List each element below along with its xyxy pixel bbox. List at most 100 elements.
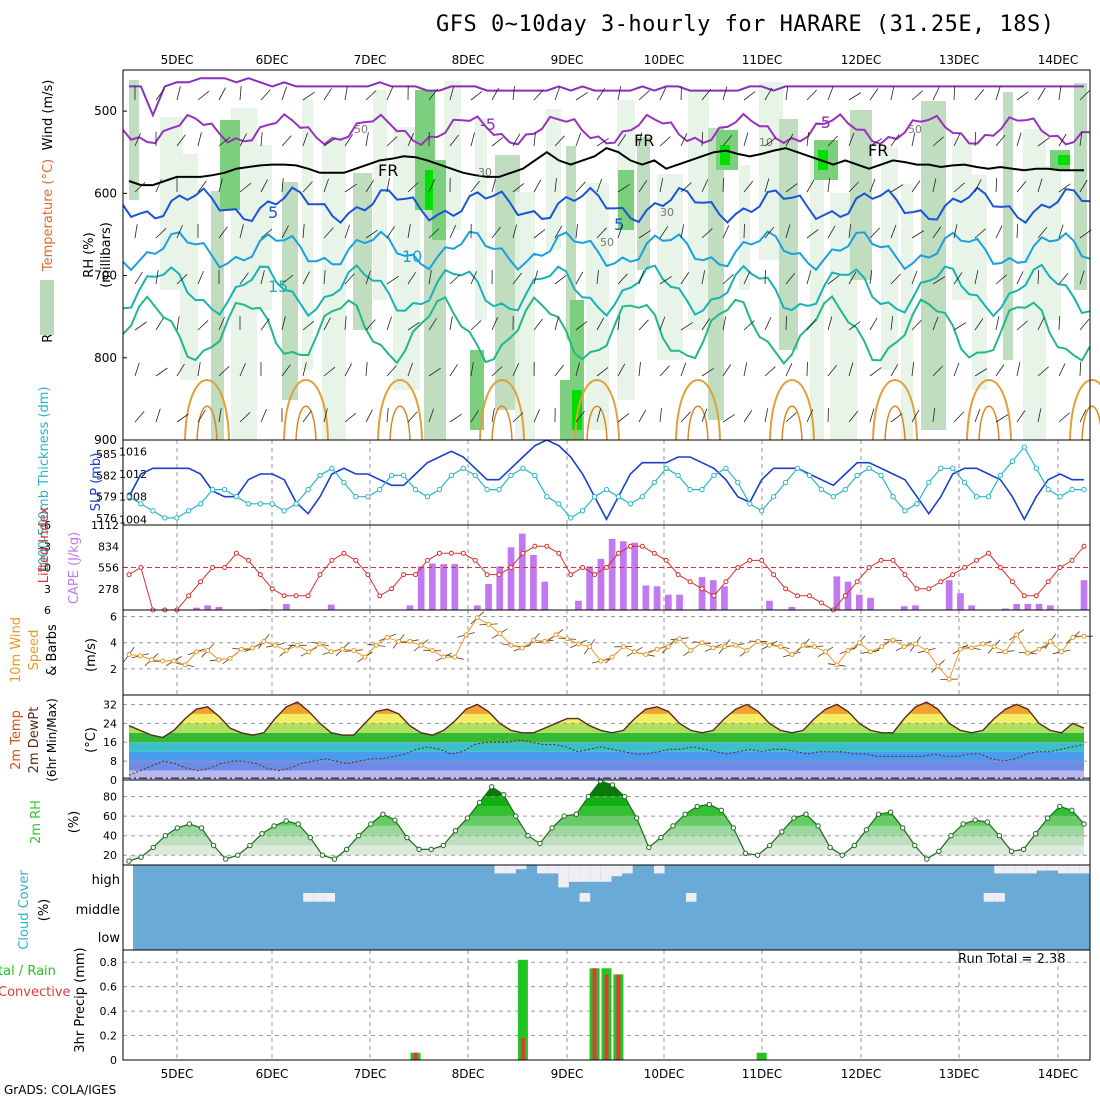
- wind-barb: [764, 178, 770, 193]
- wind-barb: [239, 362, 246, 377]
- thickness-point: [938, 465, 944, 471]
- cape-bar: [327, 604, 335, 610]
- temp-axis-label-2: 2m DewPt: [27, 707, 42, 774]
- thickness-point: [269, 501, 275, 507]
- wind-barb: [386, 275, 399, 285]
- wind-barb: [848, 132, 855, 147]
- lifted-index-point: [723, 579, 729, 585]
- rh-saturated-core: [425, 170, 433, 210]
- lifted-index-point: [568, 572, 574, 578]
- rh2m-point: [996, 833, 1003, 839]
- thickness-point: [186, 508, 192, 514]
- wind-barb: [869, 227, 880, 239]
- wind-barb: [386, 226, 395, 239]
- wind-barb: [722, 274, 734, 285]
- wind-barb: [785, 86, 789, 101]
- isotherm-loop: [769, 379, 815, 441]
- wind-barb: [365, 90, 377, 101]
- wind-speed-point: [924, 648, 930, 653]
- top-day-label: 7DEC: [354, 53, 387, 67]
- wind-barb: [491, 178, 496, 193]
- wind-barb: [344, 86, 348, 101]
- wind-speed-point: [811, 644, 817, 650]
- thickness-point: [627, 501, 634, 507]
- wind-barb: [470, 320, 482, 331]
- temperature-axis-label: Temperature (°C): [41, 159, 56, 272]
- wind-barb: [386, 408, 389, 423]
- lifted-index-point: [293, 593, 299, 599]
- wind-barb: [302, 410, 312, 423]
- wind-speed-point: [913, 641, 918, 647]
- wind-barb: [575, 181, 586, 193]
- wind-barb: [680, 322, 693, 331]
- wind-speed-point: [497, 631, 503, 636]
- wind-speed-point: [755, 638, 761, 644]
- contour-label: 30: [478, 166, 492, 179]
- thickness-point: [579, 508, 586, 514]
- rh2m-point: [1081, 821, 1087, 827]
- wind-barb: [239, 86, 242, 101]
- rh-band: [129, 816, 1084, 826]
- precip-total-bar: [517, 959, 528, 1060]
- wind-tick-label: 6: [110, 611, 117, 624]
- bottom-day-label: 11DEC: [742, 1067, 782, 1081]
- wind-barb: [638, 409, 647, 423]
- wind-barb: [785, 133, 794, 147]
- wind-barb: [701, 270, 706, 285]
- rh2m-tick-label: 80: [103, 791, 117, 804]
- rh2m-point: [658, 834, 664, 841]
- rh2m-point: [150, 844, 156, 851]
- cape-bar: [440, 564, 447, 610]
- wind-barb: [281, 135, 292, 147]
- wind-barb: [155, 88, 165, 101]
- cape-bar: [485, 584, 492, 610]
- wind-barb: [869, 317, 878, 331]
- rh-band: [211, 191, 224, 440]
- wind-barb: [176, 363, 185, 377]
- wind-barb: [806, 229, 819, 239]
- wind-barb: [239, 182, 252, 193]
- wind-barb: [407, 272, 416, 285]
- rh-saturated-core: [720, 145, 730, 165]
- wind-barb: [344, 316, 347, 331]
- rh-key-swatch: [40, 280, 54, 335]
- isotherm-loop: [574, 379, 620, 441]
- wind-barb: [407, 224, 411, 239]
- wind-barb: [260, 408, 267, 423]
- wind-speed-point: [283, 648, 289, 653]
- rh2m-tick-label: 20: [103, 849, 117, 862]
- wind-barb: [953, 272, 963, 285]
- wind-barb: [680, 272, 690, 285]
- rh2m-point: [634, 815, 640, 821]
- lifted-index-point: [1033, 593, 1039, 599]
- bottom-day-label: 5DEC: [161, 1067, 194, 1081]
- wind-barb: [659, 178, 664, 193]
- thickness-point: [1021, 444, 1028, 450]
- wind-barb: [764, 226, 775, 239]
- rh-moist-core: [560, 380, 574, 440]
- cape-bar: [766, 600, 773, 610]
- thickness-point: [770, 494, 777, 500]
- wind-barb: [701, 318, 711, 331]
- wind-barb: [869, 138, 883, 147]
- wind-speed-point: [654, 646, 660, 652]
- wind-barb: [659, 136, 671, 147]
- wind-barb: [302, 224, 305, 239]
- wind-barb: [386, 316, 392, 331]
- thickness-point: [197, 501, 204, 507]
- wind-barb: [218, 408, 222, 423]
- thickness-point: [675, 472, 681, 479]
- wind-barb: [953, 182, 965, 193]
- thickness-point: [162, 515, 168, 521]
- rh-moist-core: [618, 170, 634, 230]
- rh2m-point: [900, 825, 906, 831]
- wind-speed-point: [463, 632, 469, 638]
- thickness-point: [448, 472, 454, 479]
- precip-tick-label: 0: [110, 1054, 117, 1067]
- lifted-index-point: [747, 557, 753, 563]
- wind-barb: [407, 411, 418, 423]
- wind-barb: [554, 135, 565, 147]
- cape-bar: [653, 586, 661, 610]
- wind-speed-point: [418, 642, 424, 648]
- contour-label: FR: [378, 161, 398, 180]
